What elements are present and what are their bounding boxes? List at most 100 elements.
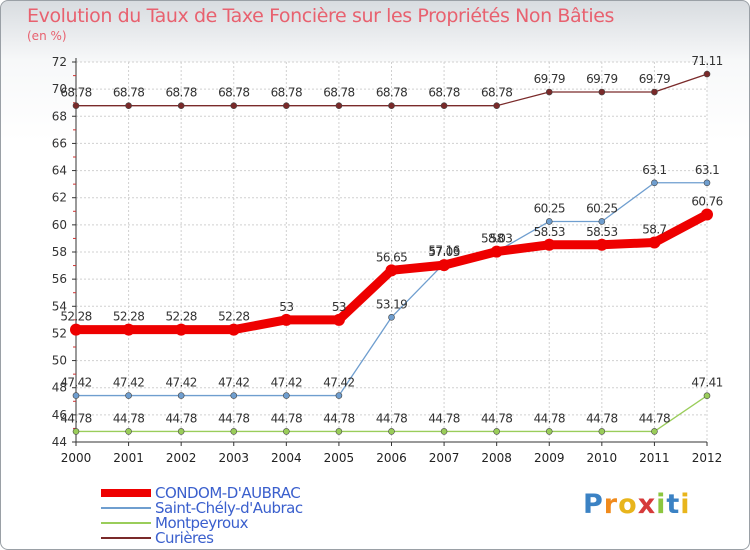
data-label: 58.03 — [481, 232, 512, 246]
data-label: 44.78 — [165, 411, 196, 425]
legend-item[interactable]: Curières — [101, 528, 303, 547]
data-point — [440, 428, 448, 435]
data-point — [385, 264, 398, 277]
data-label: 69.79 — [534, 72, 565, 86]
data-point — [651, 88, 658, 96]
data-label: 47.42 — [165, 376, 196, 390]
y-tick-label: 60 — [52, 218, 67, 232]
data-point — [543, 238, 556, 251]
data-point — [177, 428, 185, 435]
y-tick-label: 62 — [52, 191, 67, 205]
legend-swatch-montpeyroux — [101, 521, 151, 524]
data-label: 47.42 — [60, 376, 91, 390]
logo-letter: t — [666, 489, 681, 520]
data-label: 71.11 — [691, 54, 722, 68]
legend-label: Saint-Chély-d'Aubrac — [155, 498, 303, 517]
data-label: 44.78 — [534, 411, 565, 425]
data-label: 44.78 — [113, 411, 144, 425]
legend: CONDOM-D'AUBRAC Saint-Chély-d'Aubrac Mon… — [101, 484, 303, 547]
data-point — [335, 428, 343, 435]
data-point — [545, 428, 553, 435]
data-point — [177, 102, 185, 109]
data-point — [280, 313, 293, 326]
data-label: 44.78 — [323, 411, 354, 425]
data-label: 44.78 — [271, 411, 302, 425]
data-point — [227, 323, 240, 336]
legend-item[interactable]: Saint-Chély-d'Aubrac — [101, 498, 303, 517]
data-label: 44.78 — [218, 411, 249, 425]
data-label: 44.78 — [60, 411, 91, 425]
data-label: 60.76 — [691, 195, 722, 209]
data-point — [175, 323, 188, 336]
data-label: 52.28 — [60, 310, 91, 324]
x-tick-label: 2000 — [61, 451, 92, 465]
data-point — [438, 259, 451, 272]
data-label: 68.78 — [271, 86, 302, 100]
data-point — [651, 179, 658, 187]
data-label: 44.78 — [639, 411, 670, 425]
data-label: 68.78 — [60, 86, 91, 100]
y-tick-label: 54 — [52, 299, 67, 313]
data-label: 68.78 — [218, 86, 249, 100]
data-point — [72, 428, 80, 435]
data-point — [125, 102, 132, 109]
data-label: 58.7 — [642, 223, 666, 237]
y-tick-label: 58 — [52, 245, 67, 259]
data-label: 52.28 — [218, 310, 249, 324]
data-point — [230, 428, 238, 435]
logo-letter: o — [618, 489, 638, 520]
data-label: 63.1 — [695, 163, 719, 177]
data-point — [335, 102, 343, 109]
data-label: 68.78 — [323, 86, 354, 100]
data-point — [595, 238, 608, 251]
data-label: 58 — [490, 232, 504, 246]
y-tick-label: 72 — [52, 55, 67, 69]
data-label: 44.78 — [428, 411, 459, 425]
data-point — [122, 323, 135, 336]
x-tick-label: 2001 — [113, 451, 144, 465]
logo-letter: i — [656, 489, 667, 520]
data-point — [493, 102, 500, 109]
legend-item[interactable]: Montpeyroux — [101, 514, 303, 532]
data-point — [230, 392, 238, 399]
logo-letter: x — [637, 489, 657, 520]
y-tick-label: 56 — [52, 272, 67, 286]
data-point — [72, 392, 80, 399]
legend-label: Curières — [155, 528, 214, 547]
x-tick-label: 2006 — [376, 451, 407, 465]
data-label: 52.28 — [165, 310, 196, 324]
x-tick-label: 2010 — [587, 451, 618, 465]
data-point — [648, 236, 661, 249]
data-point — [545, 88, 553, 96]
data-point — [177, 392, 185, 399]
x-tick-label: 2003 — [218, 451, 249, 465]
data-label: 68.78 — [113, 86, 144, 100]
legend-swatch-curieres — [101, 536, 151, 539]
data-point — [230, 102, 238, 109]
legend-item[interactable]: CONDOM-D'AUBRAC — [101, 484, 303, 502]
legend-swatch-saint-chely — [101, 506, 151, 509]
data-point — [440, 102, 448, 109]
data-label: 53 — [279, 300, 293, 314]
logo-letter: i — [680, 489, 691, 520]
data-point — [283, 428, 290, 435]
data-point — [651, 428, 658, 435]
data-point — [703, 392, 711, 400]
data-label: 68.78 — [481, 86, 512, 100]
data-point — [125, 392, 132, 399]
data-label: 68.78 — [376, 86, 407, 100]
data-label: 47.42 — [323, 376, 354, 390]
data-label: 47.42 — [218, 376, 249, 390]
data-point — [388, 428, 395, 435]
x-tick-label: 2004 — [271, 451, 302, 465]
data-label: 68.78 — [428, 86, 459, 100]
x-tick-label: 2011 — [639, 451, 670, 465]
data-point — [72, 102, 80, 109]
y-tick-label: 52 — [52, 326, 67, 340]
chart-title: Evolution du Taux de Taxe Foncière sur l… — [27, 5, 615, 27]
data-label: 47.42 — [113, 376, 144, 390]
data-point — [332, 313, 345, 326]
y-tick-label: 68 — [52, 109, 67, 123]
data-point — [283, 392, 290, 399]
